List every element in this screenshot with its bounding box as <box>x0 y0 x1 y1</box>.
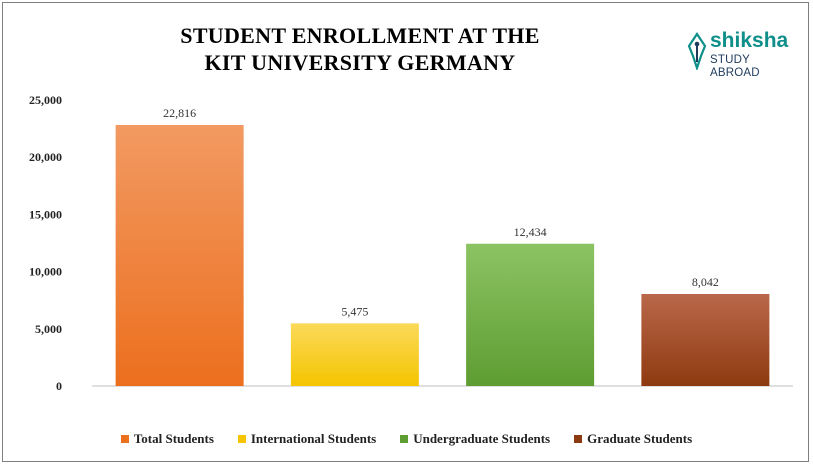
pen-nib-icon <box>687 32 707 70</box>
legend-swatch <box>237 435 246 443</box>
bar-total-students <box>115 124 244 387</box>
chart-title-line-2: KIT UNIVERSITY GERMANY <box>204 50 516 75</box>
y-tick-label: 10,000 <box>29 265 62 279</box>
y-tick-label: 5,000 <box>35 322 62 336</box>
chart-title-line-1: STUDENT ENROLLMENT AT THE <box>180 23 540 48</box>
legend-item: Total Students <box>120 431 214 447</box>
logo-subtitle: STUDY ABROAD <box>710 54 760 79</box>
chart-legend: Total Students International Students Unde… <box>0 431 813 447</box>
y-tick-label: 15,000 <box>29 207 62 221</box>
legend-label: International Students <box>250 431 377 446</box>
data-label: 22,816 <box>163 106 196 120</box>
legend-item: International Students <box>237 431 377 447</box>
data-label: 8,042 <box>692 275 719 289</box>
bar-graduate-students <box>641 293 770 386</box>
legend-swatch <box>400 435 409 443</box>
y-tick-label: 20,000 <box>29 150 62 164</box>
data-label: 12,434 <box>514 225 547 239</box>
legend-label: Graduate Students <box>587 431 693 446</box>
bar-undergraduate-students <box>466 243 595 386</box>
legend-label: Undergraduate Students <box>413 431 551 446</box>
bar-international-students <box>290 323 419 386</box>
legend-item: Undergraduate Students <box>400 431 550 447</box>
chart-title: STUDENT ENROLLMENT AT THE KIT UNIVERSITY… <box>150 22 570 76</box>
legend-label: Total Students <box>133 431 214 446</box>
y-tick-label: 0 <box>56 379 62 393</box>
logo-name: shiksha <box>710 29 789 52</box>
y-tick-label: 25,000 <box>29 93 62 107</box>
data-label: 5,475 <box>341 304 368 318</box>
shiksha-logo: shiksha STUDY ABROAD <box>686 29 796 79</box>
legend-item: Graduate Students <box>574 431 692 447</box>
legend-swatch <box>120 435 129 443</box>
legend-swatch <box>574 435 583 443</box>
